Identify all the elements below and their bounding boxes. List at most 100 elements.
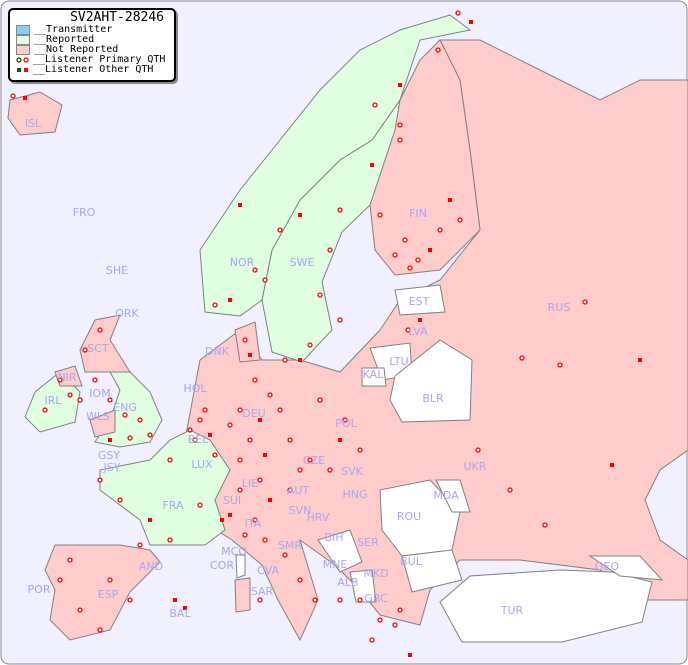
listener-primary-marker xyxy=(377,617,383,623)
legend-label: __Listener Other QTH xyxy=(33,64,154,75)
listener-other-marker xyxy=(248,353,252,357)
country-labels: ISL FRO SHE ORK NOR SWE FIN EST LVA RUS DNK LTU KAL B… xyxy=(25,117,620,620)
listener-primary-marker xyxy=(397,137,403,143)
listener-primary-marker xyxy=(257,477,263,483)
country-label-isl: ISL xyxy=(25,117,42,130)
listener-primary-marker xyxy=(337,317,343,323)
country-label-sct: SCT xyxy=(87,342,109,355)
listener-primary-marker xyxy=(287,487,293,493)
country-label-bal: BAL xyxy=(169,607,191,620)
country-label-grc: GRC xyxy=(364,592,388,605)
country-label-por: POR xyxy=(28,583,51,596)
country-label-smr: SMR xyxy=(278,539,302,552)
country-label-esp: ESP xyxy=(98,588,119,601)
listener-primary-marker xyxy=(297,577,303,583)
listener-other-marker xyxy=(448,198,452,202)
region-georgia xyxy=(588,555,664,581)
listener-primary-marker xyxy=(202,407,208,413)
listener-other-marker xyxy=(428,248,432,252)
country-label-mda: MDA xyxy=(433,489,459,502)
listener-primary-marker xyxy=(122,412,128,418)
square-marker-icon xyxy=(16,67,30,73)
listener-primary-marker xyxy=(107,577,113,583)
listener-primary-marker xyxy=(187,427,193,433)
country-label-ork: ORK xyxy=(115,307,139,320)
listener-primary-marker xyxy=(137,417,143,423)
legend-item-primary-qth: __Listener Primary QTH xyxy=(10,55,174,65)
country-label-lux: LUX xyxy=(191,458,213,471)
country-label-and: AND xyxy=(139,560,163,573)
listener-primary-marker xyxy=(167,537,173,543)
country-label-aut: AUT xyxy=(287,484,310,497)
country-label-ita: ITA xyxy=(245,517,262,530)
transmitter-swatch xyxy=(16,25,30,35)
country-label-pol: POL xyxy=(335,417,357,430)
country-label-fra: FRA xyxy=(162,499,184,512)
listener-primary-marker xyxy=(397,122,403,128)
listener-primary-marker xyxy=(405,327,411,333)
listener-primary-marker xyxy=(252,517,258,523)
listener-primary-marker xyxy=(337,207,343,213)
listener-primary-marker xyxy=(197,417,203,423)
country-label-irl: IRL xyxy=(44,394,62,407)
country-label-iom: IOM xyxy=(89,387,110,400)
listener-primary-marker xyxy=(127,435,133,441)
country-label-cva: CVA xyxy=(257,564,280,577)
country-label-dnk: DNK xyxy=(205,345,230,358)
country-label-nir: NIR xyxy=(57,371,76,384)
listener-primary-marker xyxy=(92,377,98,383)
legend-label: __Not Reported xyxy=(34,44,119,55)
listener-other-marker xyxy=(370,163,374,167)
country-label-cor: COR xyxy=(210,559,234,572)
listener-primary-marker xyxy=(197,502,203,508)
listener-other-marker xyxy=(408,653,412,657)
country-label-est: EST xyxy=(409,295,430,308)
country-label-svk: SVK xyxy=(341,465,364,478)
country-label-bih: BIH xyxy=(324,531,343,544)
country-label-mkd: MKD xyxy=(363,567,388,580)
listener-primary-marker xyxy=(262,537,268,543)
country-label-blr: BLR xyxy=(422,392,444,405)
listener-primary-marker xyxy=(252,267,258,273)
listener-primary-marker xyxy=(147,432,153,438)
country-label-fro: FRO xyxy=(73,206,96,219)
listener-primary-marker xyxy=(369,637,375,643)
country-label-mco: MCO xyxy=(221,545,247,558)
listener-other-marker xyxy=(418,318,422,322)
legend-item-not-reported: __Not Reported xyxy=(10,45,174,55)
reported-swatch xyxy=(16,35,30,45)
listener-primary-marker xyxy=(282,357,288,363)
listener-other-marker xyxy=(173,598,177,602)
country-label-sui: SUI xyxy=(223,494,241,507)
legend-item-reported: __Reported xyxy=(10,35,174,45)
listener-primary-marker xyxy=(307,342,313,348)
listener-primary-marker xyxy=(327,467,333,473)
listener-primary-marker xyxy=(582,299,588,305)
listener-primary-marker xyxy=(372,102,378,108)
legend-label: __Reported xyxy=(34,34,95,45)
region-scotland xyxy=(79,314,131,373)
listener-primary-marker xyxy=(237,487,243,493)
listener-primary-marker xyxy=(242,337,248,343)
legend-label: __Transmitter xyxy=(34,24,113,35)
listener-primary-marker xyxy=(127,597,133,603)
listener-primary-marker xyxy=(277,227,283,233)
region-continent xyxy=(184,39,688,642)
listener-primary-marker xyxy=(77,397,83,403)
country-label-she: SHE xyxy=(106,264,128,277)
listener-other-marker xyxy=(148,518,152,522)
listener-primary-marker xyxy=(117,497,123,503)
country-label-cze: CZE xyxy=(303,454,325,467)
listener-other-marker xyxy=(638,358,642,362)
listener-primary-marker xyxy=(415,257,421,263)
listener-primary-marker xyxy=(67,392,73,398)
listener-primary-marker xyxy=(57,577,63,583)
country-label-jsy: JSY xyxy=(103,461,121,474)
country-label-lie: LIE xyxy=(242,477,258,490)
listener-primary-marker xyxy=(337,597,343,603)
listener-primary-marker xyxy=(287,437,293,443)
listener-primary-marker xyxy=(317,397,323,403)
listener-primary-marker xyxy=(192,437,198,443)
country-label-bul: BUL xyxy=(400,555,423,568)
